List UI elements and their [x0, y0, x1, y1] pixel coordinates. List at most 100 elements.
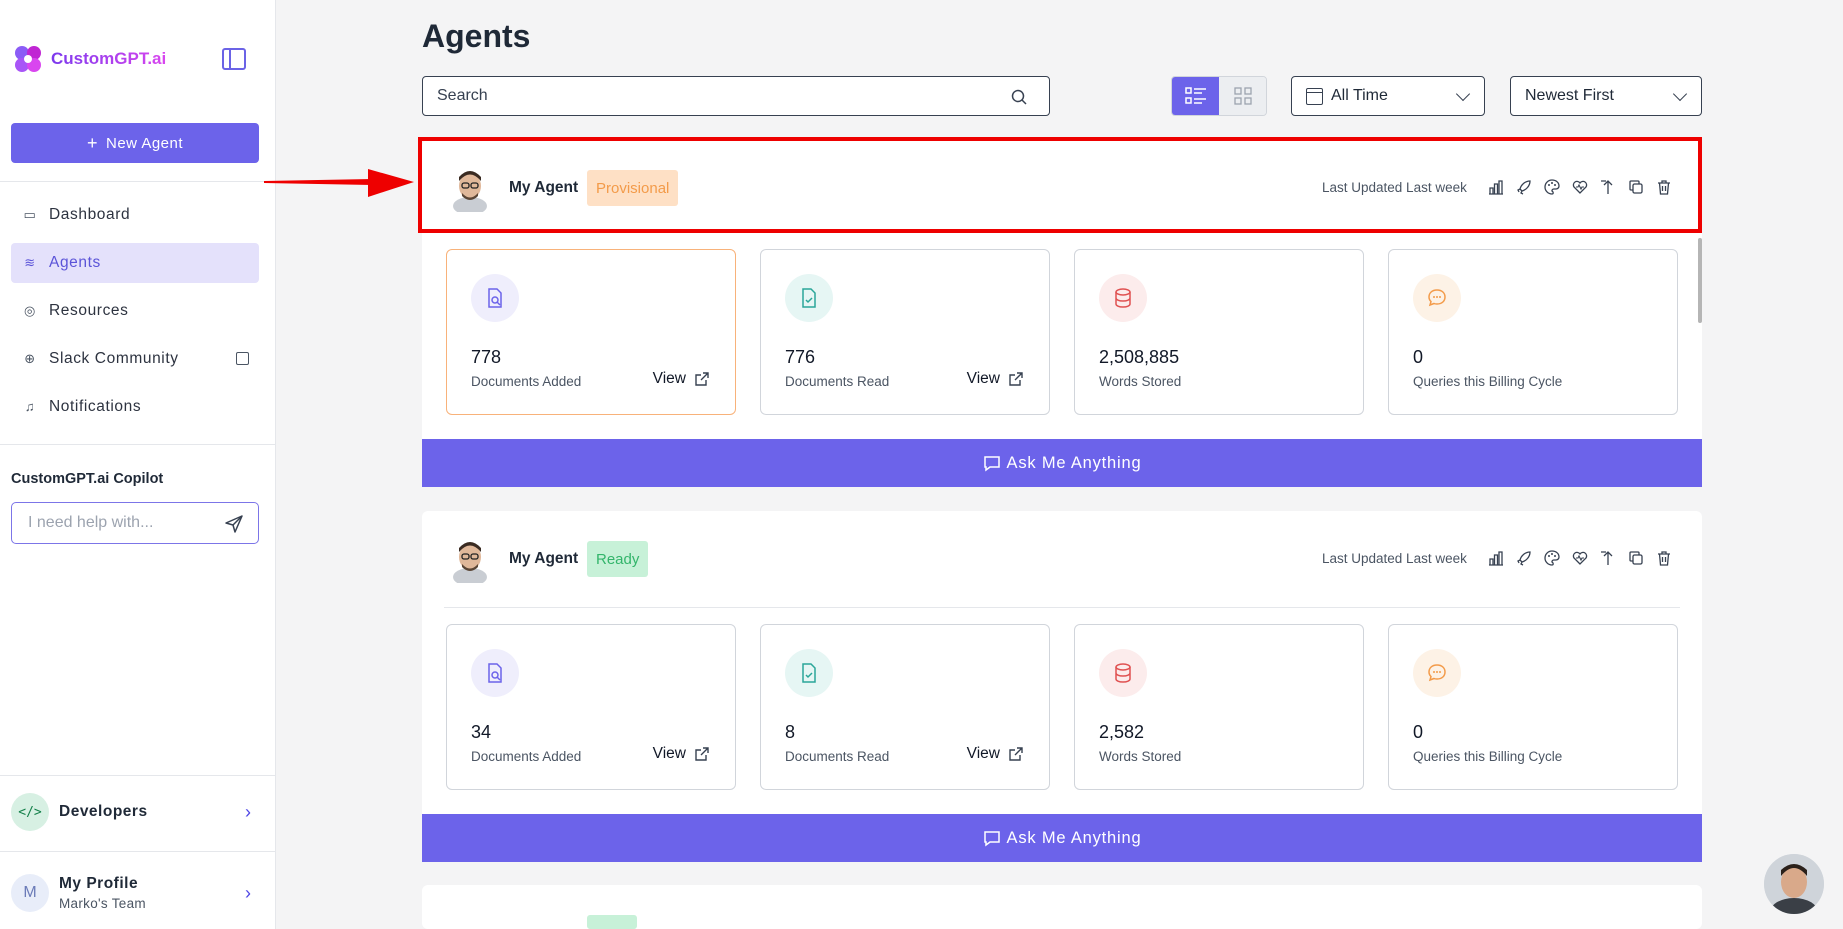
copy-icon[interactable]	[1627, 549, 1645, 567]
sidebar-nav: ▭ Dashboard ≋ Agents ◎ Resources ⊕ Slack…	[11, 195, 259, 435]
stat-label: Words Stored	[1099, 374, 1182, 389]
view-documents-link[interactable]: View	[967, 370, 1023, 388]
sort-dropdown[interactable]: Newest First	[1510, 76, 1702, 116]
sidebar-item-agents[interactable]: ≋ Agents	[11, 243, 259, 283]
agent-name[interactable]: My Agent	[509, 179, 579, 196]
sidebar-item-label: Notifications	[49, 398, 142, 415]
developers-item[interactable]: </> Developers ›	[11, 792, 259, 832]
stat-words-stored: 2,508,885 Words Stored	[1074, 249, 1364, 415]
search-icon[interactable]	[1011, 89, 1027, 105]
profile-item[interactable]: M My Profile Marko's Team ›	[11, 872, 259, 914]
sidebar-item-resources[interactable]: ◎ Resources	[11, 291, 259, 331]
deploy-rocket-icon[interactable]	[1515, 178, 1533, 196]
person-avatar-icon	[1764, 854, 1824, 914]
send-icon[interactable]	[224, 514, 244, 534]
chat-icon	[983, 831, 1000, 847]
copilot-input[interactable]	[28, 514, 208, 532]
stat-words-stored: 2,582 Words Stored	[1074, 624, 1364, 790]
code-icon: </>	[11, 793, 49, 831]
profile-name: My Profile	[59, 875, 139, 892]
divider	[0, 775, 276, 776]
view-toggle	[1171, 76, 1267, 116]
stat-value: 8	[785, 722, 796, 742]
search-box	[422, 76, 1050, 116]
copilot-title: CustomGPT.ai Copilot	[11, 471, 164, 487]
ask-me-anything-button[interactable]: Ask Me Anything	[422, 814, 1702, 862]
sidebar-item-dashboard[interactable]: ▭ Dashboard	[11, 195, 259, 235]
chevron-down-icon	[1672, 86, 1688, 102]
trash-icon[interactable]	[1655, 178, 1673, 196]
stat-queries: 0 Queries this Billing Cycle	[1388, 624, 1678, 790]
palette-icon[interactable]	[1543, 549, 1561, 567]
sidebar-item-notifications[interactable]: ♫ Notifications	[11, 387, 259, 427]
stat-label: Queries this Billing Cycle	[1413, 749, 1563, 764]
profile-team: Marko's Team	[59, 896, 146, 911]
chevron-down-icon	[1455, 86, 1471, 102]
heart-icon[interactable]	[1571, 549, 1589, 567]
agent-name[interactable]: My Agent	[509, 550, 579, 567]
list-view-button[interactable]	[1172, 77, 1219, 115]
stat-label: Documents Added	[471, 374, 582, 389]
view-label: View	[652, 745, 686, 762]
new-agent-label: New Agent	[105, 134, 184, 152]
palette-icon[interactable]	[1543, 178, 1561, 196]
external-link-icon	[1009, 371, 1023, 386]
copy-icon[interactable]	[1627, 178, 1645, 196]
search-input[interactable]	[437, 87, 997, 105]
new-agent-button[interactable]: + New Agent	[11, 123, 259, 163]
status-badge: Ready	[587, 541, 649, 577]
sort-value: Newest First	[1525, 87, 1614, 104]
sidebar-item-label: Dashboard	[49, 206, 131, 223]
lifebuoy-icon: ◎	[24, 303, 36, 318]
last-updated: Last Updated Last week	[1322, 551, 1467, 566]
avatar: M	[11, 874, 49, 912]
view-label: View	[966, 370, 1000, 387]
agent-header[interactable]: My Agent Provisional Last Updated Last w…	[422, 140, 1702, 236]
upload-icon[interactable]	[1599, 549, 1617, 567]
brain-logo-icon	[15, 46, 41, 72]
chevron-right-icon: ›	[245, 801, 251, 822]
list-view-icon	[1184, 87, 1206, 104]
grid-view-icon	[1233, 87, 1252, 105]
view-documents-link[interactable]: View	[653, 745, 709, 763]
document-check-icon	[785, 274, 833, 322]
agent-header[interactable]: My Agent Ready Last Updated Last week	[422, 511, 1702, 607]
analytics-icon[interactable]	[1487, 178, 1505, 196]
document-search-icon	[471, 274, 519, 322]
deploy-rocket-icon[interactable]	[1515, 549, 1533, 567]
view-documents-link[interactable]: View	[967, 745, 1023, 763]
external-link-icon	[1009, 746, 1023, 761]
grid-view-button[interactable]	[1219, 77, 1266, 115]
agent-actions	[1487, 178, 1673, 196]
upload-icon[interactable]	[1599, 178, 1617, 196]
time-filter-dropdown[interactable]: All Time	[1291, 76, 1485, 116]
analytics-icon[interactable]	[1487, 549, 1505, 567]
stat-label: Documents Read	[785, 374, 890, 389]
divider	[444, 607, 1680, 608]
ask-label: Ask Me Anything	[1006, 453, 1142, 472]
stats-row: 778 Documents Added View 776 Documents R…	[446, 249, 1680, 415]
scrollbar[interactable]	[1698, 238, 1702, 323]
stats-row: 34 Documents Added View 8 Documents Read…	[446, 624, 1680, 790]
support-chat-avatar[interactable]	[1764, 854, 1824, 914]
heart-icon[interactable]	[1571, 178, 1589, 196]
agent-card: My Agent Ready Last Updated Last week 34…	[422, 511, 1702, 862]
status-badge: Provisional	[587, 170, 679, 206]
status-badge	[587, 915, 637, 929]
globe-icon: ⊕	[24, 351, 36, 366]
sidebar-item-slack-community[interactable]: ⊕ Slack Community	[11, 339, 259, 379]
stat-label: Words Stored	[1099, 749, 1182, 764]
view-documents-link[interactable]: View	[653, 370, 709, 388]
trash-icon[interactable]	[1655, 549, 1673, 567]
document-search-icon	[471, 649, 519, 697]
developers-label: Developers	[59, 803, 148, 820]
stat-value: 34	[471, 722, 492, 742]
brand-logo[interactable]: CustomGPT.ai	[11, 42, 166, 76]
stat-documents-added: 34 Documents Added View	[446, 624, 736, 790]
stat-label: Documents Added	[471, 749, 582, 764]
sidebar-toggle-icon[interactable]	[222, 48, 246, 70]
chat-bubble-icon	[1413, 649, 1461, 697]
ask-me-anything-button[interactable]: Ask Me Anything	[422, 439, 1702, 487]
divider	[0, 181, 276, 182]
bell-icon: ♫	[24, 399, 36, 414]
